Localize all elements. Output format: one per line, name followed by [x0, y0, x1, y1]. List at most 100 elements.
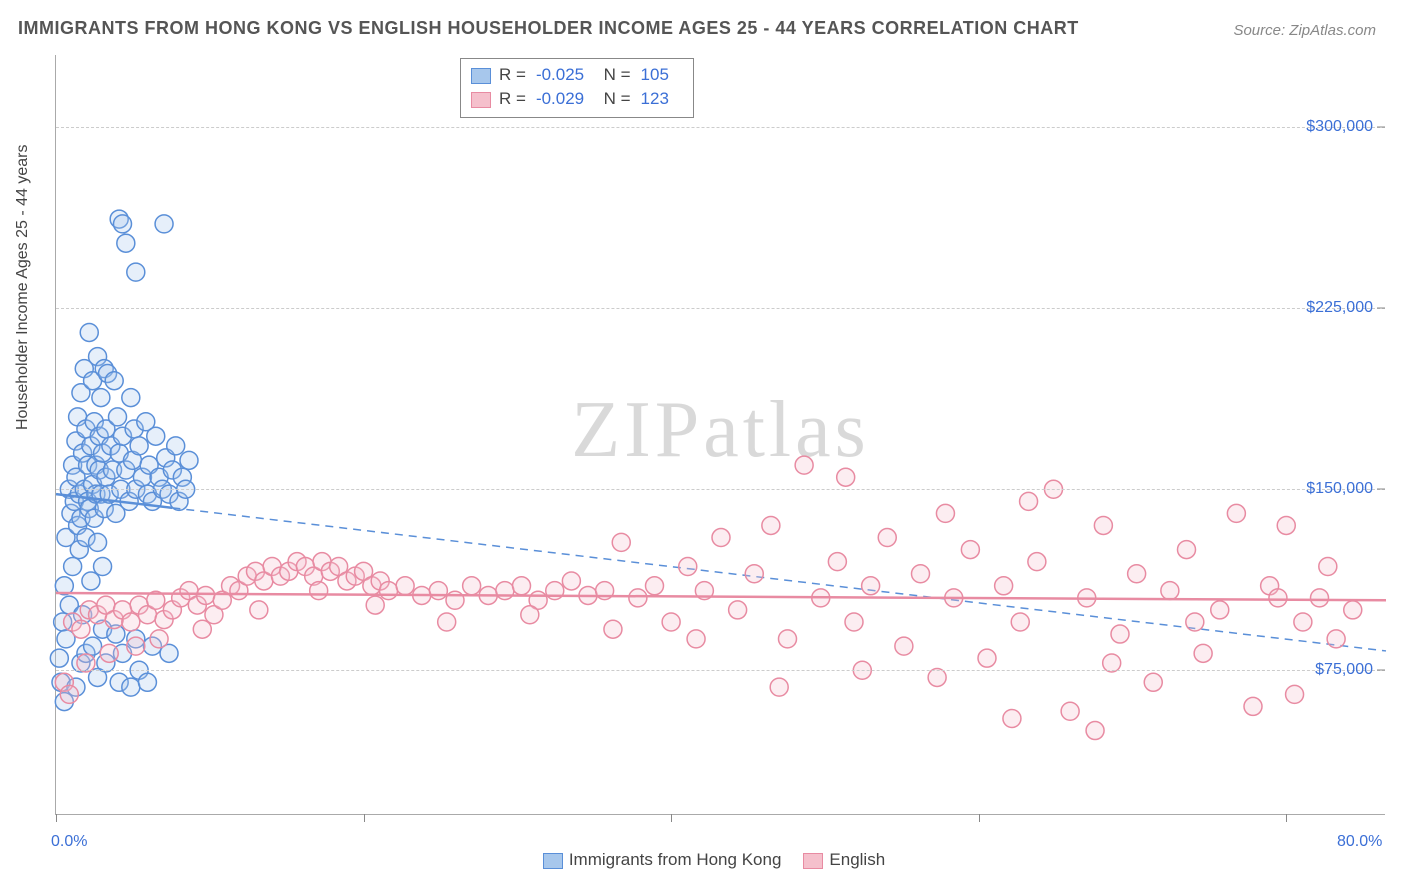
y-axis-label: Householder Income Ages 25 - 44 years [14, 145, 32, 431]
data-point-en [1028, 553, 1046, 571]
gridline [56, 489, 1385, 490]
data-point-en [562, 572, 580, 590]
data-point-en [745, 565, 763, 583]
y-tick-mark [1377, 489, 1385, 490]
data-point-en [1277, 516, 1295, 534]
data-point-en [837, 468, 855, 486]
data-point-en [1211, 601, 1229, 619]
data-point-en [762, 516, 780, 534]
x-tick-mark [979, 814, 980, 822]
data-point-en [936, 504, 954, 522]
data-point-hk [147, 427, 165, 445]
bottom-legend: Immigrants from Hong KongEnglish [0, 850, 1406, 870]
data-point-hk [64, 557, 82, 575]
data-point-en [604, 620, 622, 638]
data-point-hk [127, 263, 145, 281]
chart-svg [56, 55, 1385, 814]
data-point-en [729, 601, 747, 619]
r-label: R = [499, 89, 526, 108]
stat-legend-row-hk: R =-0.025 N =105 [471, 63, 679, 87]
data-point-en [912, 565, 930, 583]
data-point-en [366, 596, 384, 614]
n-value: 123 [641, 89, 669, 108]
data-point-en [1327, 630, 1345, 648]
data-point-en [513, 577, 531, 595]
data-point-en [1161, 582, 1179, 600]
data-point-hk [117, 234, 135, 252]
data-point-hk [114, 215, 132, 233]
data-point-hk [122, 389, 140, 407]
data-point-hk [138, 673, 156, 691]
data-point-en [1144, 673, 1162, 691]
data-point-en [1286, 685, 1304, 703]
data-point-en [779, 630, 797, 648]
r-value: -0.029 [536, 89, 584, 108]
legend-swatch-hk [471, 68, 491, 84]
data-point-hk [109, 408, 127, 426]
data-point-hk [130, 437, 148, 455]
gridline [56, 670, 1385, 671]
n-value: 105 [641, 65, 669, 84]
data-point-en [1011, 613, 1029, 631]
data-point-en [1086, 722, 1104, 740]
legend-swatch-en [803, 853, 823, 869]
data-point-hk [94, 557, 112, 575]
data-point-en [1020, 492, 1038, 510]
data-point-en [1344, 601, 1362, 619]
data-point-en [662, 613, 680, 631]
data-point-en [895, 637, 913, 655]
data-point-hk [155, 215, 173, 233]
data-point-en [463, 577, 481, 595]
n-label: N = [604, 65, 631, 84]
data-point-hk [84, 637, 102, 655]
data-point-en [1186, 613, 1204, 631]
y-tick-label: $225,000 [1306, 299, 1373, 317]
data-point-en [521, 606, 539, 624]
y-tick-mark [1377, 127, 1385, 128]
data-point-en [150, 630, 168, 648]
data-point-en [429, 582, 447, 600]
x-axis-min-label: 0.0% [51, 833, 87, 851]
source-caption: Source: ZipAtlas.com [1233, 22, 1376, 39]
x-tick-mark [1286, 814, 1287, 822]
data-point-en [310, 582, 328, 600]
data-point-en [862, 577, 880, 595]
data-point-en [1178, 541, 1196, 559]
data-point-en [250, 601, 268, 619]
data-point-en [1294, 613, 1312, 631]
data-point-en [1061, 702, 1079, 720]
data-point-en [1269, 589, 1287, 607]
data-point-hk [92, 389, 110, 407]
y-tick-label: $75,000 [1315, 661, 1373, 679]
stat-legend: R =-0.025 N =105R =-0.029 N =123 [460, 58, 694, 118]
data-point-en [1094, 516, 1112, 534]
legend-swatch-en [471, 92, 491, 108]
data-point-en [1311, 589, 1329, 607]
data-point-hk [180, 451, 198, 469]
data-point-en [100, 644, 118, 662]
data-point-en [60, 685, 78, 703]
data-point-en [961, 541, 979, 559]
chart-title: IMMIGRANTS FROM HONG KONG VS ENGLISH HOU… [18, 18, 1079, 39]
y-tick-label: $150,000 [1306, 480, 1373, 498]
data-point-hk [80, 323, 98, 341]
data-point-hk [122, 678, 140, 696]
data-point-en [1111, 625, 1129, 643]
data-point-en [612, 533, 630, 551]
legend-label-en: English [829, 850, 885, 869]
data-point-en [845, 613, 863, 631]
plot-area: ZIPatlas $75,000$150,000$225,000$300,000 [55, 55, 1385, 815]
trend-line-en [56, 593, 1386, 600]
r-label: R = [499, 65, 526, 84]
data-point-en [438, 613, 456, 631]
data-point-hk [167, 437, 185, 455]
data-point-en [380, 582, 398, 600]
n-label: N = [604, 89, 631, 108]
data-point-en [396, 577, 414, 595]
data-point-hk [50, 649, 68, 667]
data-point-en [197, 586, 215, 604]
data-point-hk [82, 572, 100, 590]
y-tick-label: $300,000 [1306, 118, 1373, 136]
data-point-en [679, 557, 697, 575]
y-tick-mark [1377, 308, 1385, 309]
